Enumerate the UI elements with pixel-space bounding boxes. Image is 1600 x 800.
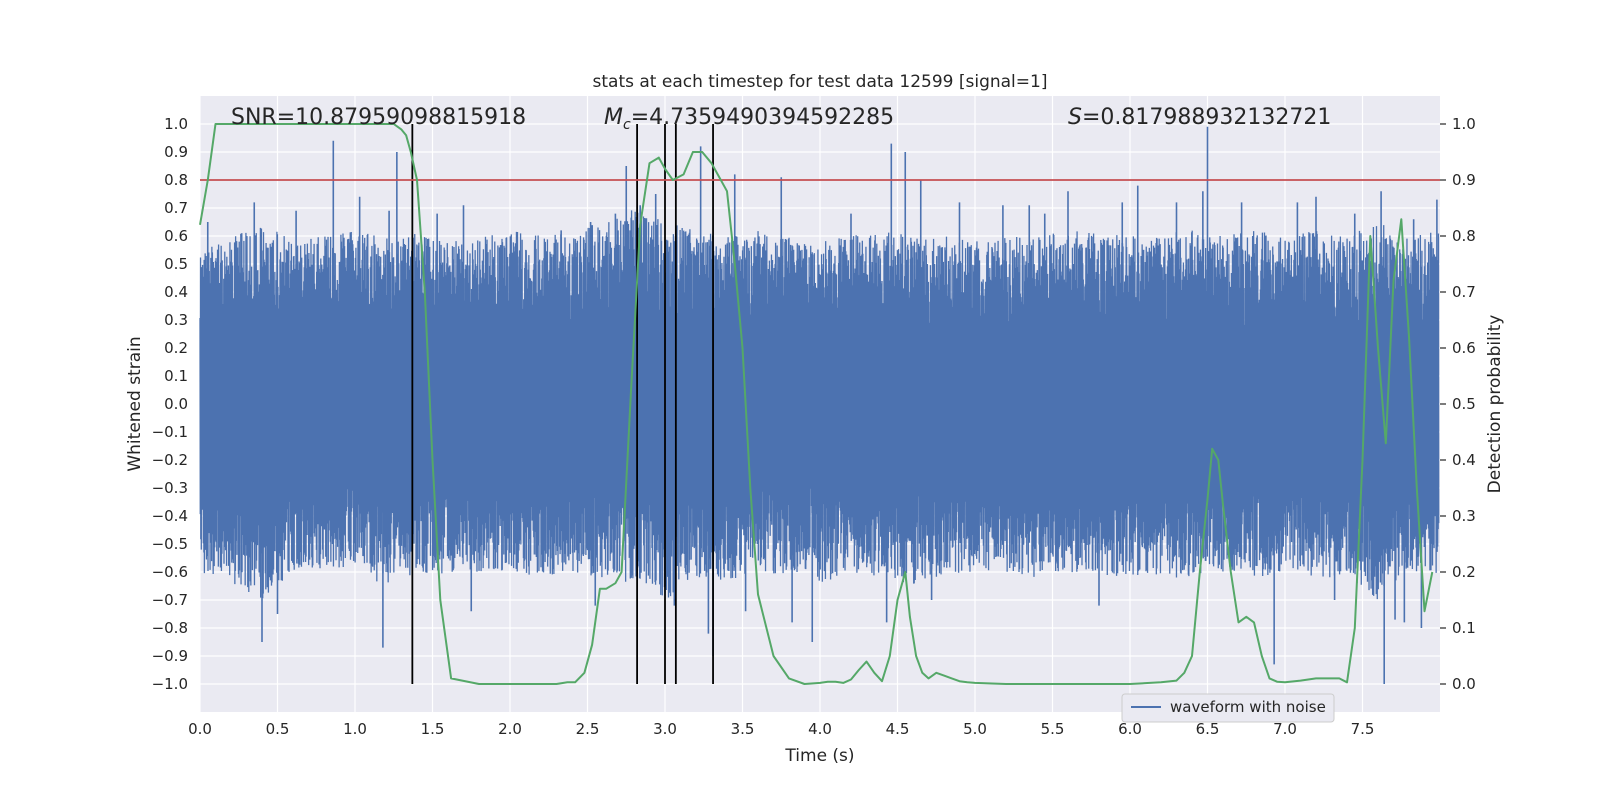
legend-label: waveform with noise <box>1170 698 1326 716</box>
y-tick-label: 1.0 <box>164 115 188 133</box>
legend: waveform with noise <box>1121 693 1335 723</box>
y-tick-label: 0.3 <box>164 311 188 329</box>
x-tick-label: 5.5 <box>1041 720 1065 738</box>
y-tick-label: 0.8 <box>164 171 188 189</box>
chirp-mass-symbol: M <box>604 105 623 130</box>
x-tick-label: 4.5 <box>886 720 910 738</box>
y-tick-label: 0.9 <box>164 143 188 161</box>
s-symbol: S <box>1068 105 1082 130</box>
y2-tick-label: 0.3 <box>1452 507 1476 525</box>
y-tick-label: −0.6 <box>152 563 188 581</box>
legend-box <box>1121 693 1335 723</box>
s-value: =0.817988932132721 <box>1082 105 1331 130</box>
chart-title: stats at each timestep for test data 125… <box>593 72 1048 92</box>
x-tick-label: 7.0 <box>1273 720 1297 738</box>
x-tick-label: 2.5 <box>576 720 600 738</box>
y-tick-label: −0.8 <box>152 619 188 637</box>
y2-axis-label: Detection probability <box>1485 315 1505 494</box>
y-tick-label: −0.1 <box>152 423 188 441</box>
detection-probability-line <box>199 123 1434 685</box>
x-tick-label: 0.5 <box>266 720 290 738</box>
y2-tick-label: 0.6 <box>1452 339 1476 357</box>
waveform-series <box>199 126 1440 684</box>
x-axis-label: Time (s) <box>784 746 854 766</box>
y-tick-label: −0.4 <box>152 507 188 525</box>
y2-tick-label: 0.2 <box>1452 563 1476 581</box>
probability-series <box>199 123 1434 685</box>
y-tick-label: 0.4 <box>164 283 188 301</box>
x-tick-label: 4.0 <box>808 720 832 738</box>
y-tick-label: 0.2 <box>164 339 188 357</box>
y-tick-label: 0.7 <box>164 199 188 217</box>
y-tick-label: 0.6 <box>164 227 188 245</box>
s-annotation: S=0.817988932132721 <box>1068 105 1331 130</box>
y-axis-label: Whitened strain <box>125 336 145 471</box>
vertical-lines <box>411 124 714 684</box>
chirp-mass-annotation: Mc=4.7359490394592285 <box>604 105 894 133</box>
x-tick-label: 6.0 <box>1118 720 1142 738</box>
x-tick-label: 7.5 <box>1351 720 1375 738</box>
y2-tick-label: 1.0 <box>1452 115 1476 133</box>
y-tick-label: −0.5 <box>152 535 188 553</box>
snr-annotation: SNR=10.87959098815918 <box>231 105 526 130</box>
y2-tick-label: 0.7 <box>1452 283 1476 301</box>
x-tick-label: 3.5 <box>731 720 755 738</box>
y-tick-label: −0.7 <box>152 591 188 609</box>
y-tick-label: 0.5 <box>164 255 188 273</box>
y2-tick-label: 0.5 <box>1452 395 1476 413</box>
x-tick-label: 0.0 <box>188 720 212 738</box>
chirp-mass-subscript: c <box>623 117 631 133</box>
x-tick-label: 5.0 <box>963 720 987 738</box>
y-tick-label: −0.2 <box>152 451 188 469</box>
y2-tick-label: 0.4 <box>1452 451 1476 469</box>
waveform-line <box>199 210 1440 600</box>
y-tick-label: −0.9 <box>152 647 188 665</box>
y2-tick-labels: 1.0 0.9 0.8 0.7 0.6 0.5 0.4 0.3 0.2 0.1 0.0 <box>1440 115 1476 693</box>
y-tick-label: 0.0 <box>164 395 188 413</box>
x-tick-labels: 0.0 0.5 1.0 1.5 2.0 2.5 3.0 3.5 4.0 4.5 5.0 5.5 6.0 6… <box>188 720 1374 738</box>
y-tick-label: −0.3 <box>152 479 188 497</box>
y2-tick-label: 0.9 <box>1452 171 1476 189</box>
y2-tick-label: 0.1 <box>1452 619 1476 637</box>
x-tick-label: 2.0 <box>498 720 522 738</box>
chirp-mass-value: =4.7359490394592285 <box>631 105 894 130</box>
x-tick-label: 3.0 <box>653 720 677 738</box>
y-tick-label: 0.1 <box>164 367 188 385</box>
y2-tick-label: 0.0 <box>1452 675 1476 693</box>
y-tick-labels: 1.0 0.9 0.8 0.7 0.6 0.5 0.4 0.3 0.2 0.1 0.0 −0.1 −0.… <box>152 115 188 693</box>
y2-tick-label: 0.8 <box>1452 227 1476 245</box>
x-tick-label: 1.0 <box>343 720 367 738</box>
y-tick-label: −1.0 <box>152 675 188 693</box>
x-tick-label: 1.5 <box>421 720 445 738</box>
x-tick-label: 6.5 <box>1196 720 1220 738</box>
